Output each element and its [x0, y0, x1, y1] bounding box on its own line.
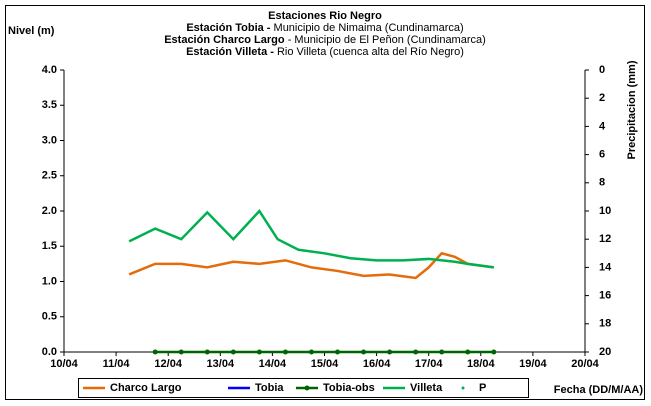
x-tick-label: 14/04 [259, 358, 287, 370]
series-line [128, 251, 494, 280]
series-marker [387, 349, 393, 355]
legend-label: Charco Largo [110, 382, 182, 394]
series-marker [465, 349, 471, 355]
y-tick-label: 3.5 [42, 99, 57, 111]
y2-tick-label: 2 [599, 92, 605, 104]
x-tick-label: 18/04 [467, 358, 495, 370]
y2-tick-label: 8 [599, 177, 605, 189]
x-tick-label: 12/04 [154, 358, 182, 370]
series-marker [230, 349, 236, 355]
legend-label: Tobia-obs [323, 382, 375, 394]
series-marker [439, 349, 445, 355]
series-marker [361, 349, 367, 355]
y-tick-label: 4.0 [42, 64, 57, 76]
legend-label: Villeta [410, 382, 443, 394]
y-tick-label: 0.0 [42, 346, 57, 358]
subtitle-place: Municipio de Nimaima (Cundinamarca) [274, 22, 464, 34]
legend-label: P [479, 382, 486, 394]
y2-tick-label: 10 [599, 205, 611, 217]
y-tick-label: 2.5 [42, 170, 57, 182]
y2-tick-label: 6 [599, 149, 605, 161]
chart-subtitle: Estación Tobia - Municipio de Nimaima (C… [186, 22, 463, 34]
x-tick-label: 20/04 [571, 358, 599, 370]
series-marker [308, 349, 314, 355]
legend-marker [304, 385, 310, 391]
subtitle-place: - Municipio de El Peñon (Cundinamarca) [288, 34, 486, 46]
y2-tick-label: 20 [599, 346, 611, 358]
x-tick-label: 13/04 [207, 358, 235, 370]
series-marker [491, 349, 497, 355]
y2-tick-label: 14 [599, 261, 612, 273]
y2-tick-label: 18 [599, 318, 611, 330]
y2-tick-label: 12 [599, 233, 611, 245]
series-marker [413, 349, 419, 355]
series-marker [256, 349, 262, 355]
chart-subtitle: Estación Charco Largo - Municipio de El … [164, 34, 486, 46]
x-tick-label: 17/04 [415, 358, 443, 370]
series-marker [282, 349, 288, 355]
subtitle-place: Rio Villeta (cuenca alta del Río Negro) [277, 46, 464, 58]
chart-border [5, 5, 645, 400]
y2-tick-label: 4 [599, 120, 606, 132]
series-line [128, 208, 494, 269]
legend-marker [461, 386, 465, 390]
series-marker [152, 349, 158, 355]
y-tick-label: 0.5 [42, 311, 57, 323]
subtitle-station: Estación Charco Largo [164, 34, 285, 46]
legend-box [78, 378, 529, 398]
y2-axis-label: Precipitacion (mm) [626, 60, 638, 159]
subtitle-station: Estación Villeta - [186, 46, 274, 58]
x-tick-label: 19/04 [519, 358, 547, 370]
chart-subtitle: Estación Villeta - Rio Villeta (cuenca a… [186, 46, 464, 58]
chart-title: Estaciones Rio Negro [268, 10, 382, 22]
x-tick-label: 15/04 [311, 358, 339, 370]
series-marker [178, 349, 184, 355]
y-tick-label: 1.5 [42, 240, 57, 252]
x-tick-label: 16/04 [363, 358, 391, 370]
y2-tick-label: 16 [599, 290, 611, 302]
x-tick-label: 10/04 [50, 358, 78, 370]
y-axis-label: Nivel (m) [8, 25, 55, 37]
series-marker [335, 349, 341, 355]
series-marker [204, 349, 210, 355]
y2-tick-label: 0 [599, 64, 605, 76]
y-tick-label: 1.0 [42, 275, 57, 287]
x-axis-label: Fecha (DD/M/AA) [554, 384, 644, 396]
subtitle-station: Estación Tobia - [186, 22, 270, 34]
y-tick-label: 3.0 [42, 134, 57, 146]
x-tick-label: 11/04 [103, 358, 131, 370]
y-tick-label: 2.0 [42, 205, 57, 217]
legend-label: Tobia [255, 382, 284, 394]
